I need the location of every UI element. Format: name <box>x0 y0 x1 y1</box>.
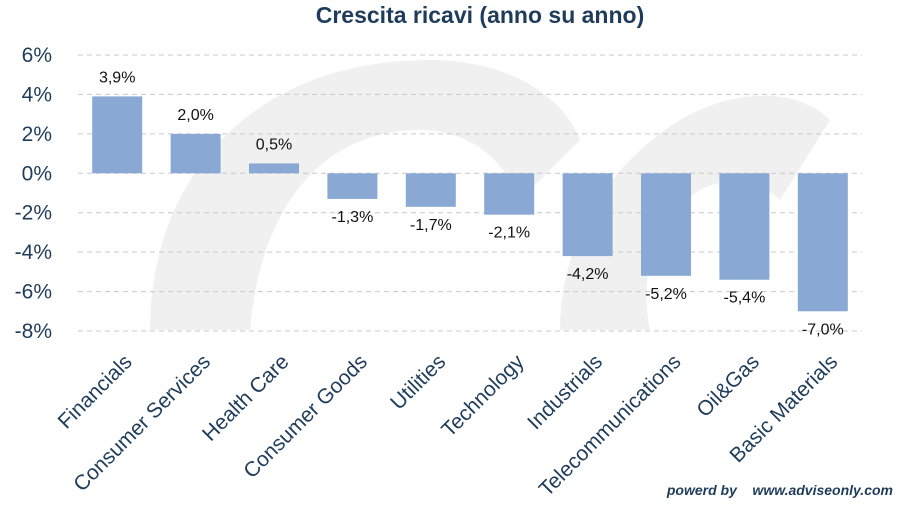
y-tick-label: -8% <box>15 320 52 343</box>
bars <box>92 96 848 312</box>
watermark-logo <box>150 60 830 330</box>
bar-industrials <box>562 173 613 257</box>
x-tick-label: Oil&Gas <box>692 350 764 422</box>
bar-oil-gas <box>719 173 770 280</box>
x-tick-label: Utilities <box>386 350 450 414</box>
x-tick-label: Telecommunications <box>535 350 686 501</box>
y-tick-label: -4% <box>15 241 52 264</box>
x-tick-label: Financials <box>54 350 137 433</box>
y-tick-label: -6% <box>15 281 52 304</box>
data-label: -1,3% <box>332 209 374 226</box>
bar-utilities <box>405 173 456 207</box>
credit-text: powerd by www.adviseonly.com <box>666 482 893 498</box>
y-tick-label: 6% <box>22 44 52 67</box>
bar-health-care <box>249 163 299 174</box>
chart-title: Crescita ricavi (anno su anno) <box>316 2 644 28</box>
bar-consumer-goods <box>327 173 378 199</box>
x-tick-label: Consumer Services <box>69 350 215 496</box>
bar-technology <box>484 173 535 215</box>
y-tick-label: -2% <box>15 202 52 225</box>
y-axis: 6% 4% 2% 0% -2% -4% -6% -8% <box>15 44 52 343</box>
data-label: -1,7% <box>410 217 452 234</box>
y-tick-label: 4% <box>22 83 52 106</box>
data-label: -5,4% <box>724 290 766 307</box>
data-labels: 3,9% 2,0% 0,5% -1,3% -1,7% -2,1% -4,2% -5,2% -5,… <box>99 69 844 338</box>
bar-consumer-services <box>170 133 221 174</box>
bar-basic-materials <box>797 173 848 312</box>
y-tick-label: 2% <box>22 123 52 146</box>
data-label: 3,9% <box>99 69 135 86</box>
data-label: -7,0% <box>802 321 844 338</box>
x-tick-label: Technology <box>437 350 529 442</box>
y-tick-label: 0% <box>22 162 52 185</box>
bar-telecommunications <box>641 173 691 276</box>
data-label: 2,0% <box>177 107 213 124</box>
bar-financials <box>92 96 143 174</box>
data-label: 0,5% <box>256 136 292 153</box>
x-tick-label: Industrials <box>523 350 607 434</box>
data-label: -5,2% <box>645 286 687 303</box>
data-label: -4,2% <box>567 266 609 283</box>
data-label: -2,1% <box>488 225 530 242</box>
